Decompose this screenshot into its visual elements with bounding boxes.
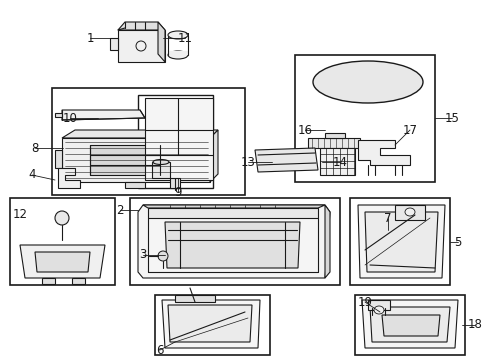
Polygon shape	[118, 30, 164, 62]
Polygon shape	[357, 205, 444, 278]
Polygon shape	[62, 130, 218, 138]
Polygon shape	[162, 300, 260, 348]
Text: 3: 3	[139, 248, 146, 261]
Text: 13: 13	[240, 156, 255, 168]
Text: 4: 4	[28, 168, 36, 181]
Text: 18: 18	[467, 319, 482, 332]
Polygon shape	[394, 205, 424, 220]
Polygon shape	[254, 148, 317, 172]
Polygon shape	[110, 38, 118, 50]
Polygon shape	[118, 22, 164, 30]
Text: 12: 12	[13, 208, 27, 221]
Text: 2: 2	[116, 203, 123, 216]
Polygon shape	[62, 138, 209, 182]
Polygon shape	[145, 98, 213, 180]
Polygon shape	[175, 295, 215, 302]
Text: 10: 10	[62, 112, 77, 125]
Ellipse shape	[404, 208, 414, 216]
Polygon shape	[209, 130, 218, 182]
Polygon shape	[367, 300, 389, 310]
Text: 14: 14	[332, 156, 347, 168]
Polygon shape	[357, 140, 409, 165]
Text: 7: 7	[384, 211, 391, 225]
Ellipse shape	[168, 31, 187, 39]
Polygon shape	[55, 150, 62, 168]
Text: 16: 16	[297, 123, 312, 136]
Text: 17: 17	[402, 123, 417, 136]
Polygon shape	[35, 252, 90, 272]
Bar	[138, 95, 213, 188]
Polygon shape	[90, 145, 160, 175]
Polygon shape	[319, 148, 354, 175]
Polygon shape	[325, 205, 329, 278]
Polygon shape	[72, 278, 85, 284]
Polygon shape	[138, 205, 329, 278]
Polygon shape	[55, 113, 62, 117]
Bar	[294, 55, 434, 182]
Ellipse shape	[312, 61, 422, 103]
Ellipse shape	[373, 306, 383, 314]
Polygon shape	[361, 300, 457, 348]
Polygon shape	[369, 307, 449, 342]
Polygon shape	[58, 168, 80, 188]
Bar	[354, 295, 464, 355]
Polygon shape	[42, 278, 55, 284]
Text: 19: 19	[357, 296, 372, 309]
Bar	[10, 198, 115, 285]
Polygon shape	[307, 138, 359, 148]
Polygon shape	[164, 222, 299, 268]
Polygon shape	[20, 245, 105, 278]
Bar	[52, 88, 244, 195]
Polygon shape	[158, 22, 164, 62]
Polygon shape	[381, 315, 439, 336]
Polygon shape	[125, 182, 145, 188]
Ellipse shape	[55, 211, 69, 225]
Polygon shape	[62, 110, 145, 120]
Text: 15: 15	[444, 112, 459, 125]
Bar	[349, 198, 449, 285]
Polygon shape	[148, 208, 317, 218]
Bar	[155, 295, 269, 355]
Bar	[130, 198, 339, 285]
Polygon shape	[364, 212, 437, 272]
Polygon shape	[168, 305, 251, 342]
Polygon shape	[142, 205, 325, 208]
Ellipse shape	[158, 251, 168, 261]
Text: 9: 9	[174, 185, 182, 198]
Text: 8: 8	[31, 141, 39, 154]
Polygon shape	[152, 162, 170, 178]
Bar	[168, 51, 187, 55]
Text: 1: 1	[86, 31, 94, 45]
Polygon shape	[170, 178, 180, 188]
Text: 6: 6	[156, 343, 163, 356]
Ellipse shape	[153, 159, 169, 165]
Text: 5: 5	[453, 235, 461, 248]
Text: 11: 11	[177, 31, 192, 45]
Polygon shape	[325, 133, 345, 138]
Ellipse shape	[168, 51, 187, 59]
